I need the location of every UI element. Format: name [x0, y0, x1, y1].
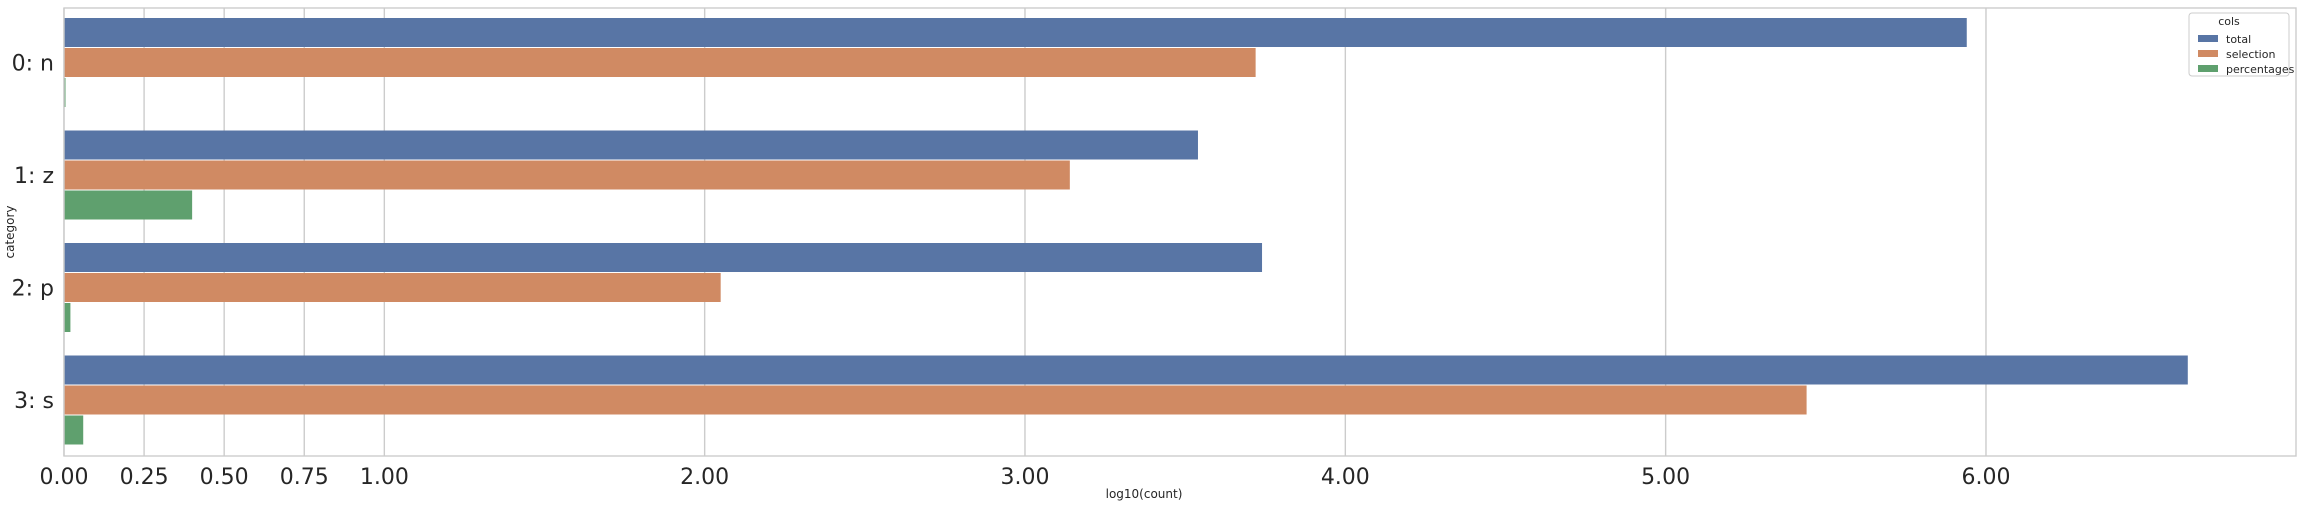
bar-selection-1	[64, 160, 1070, 190]
x-tick-label: 0.75	[280, 465, 329, 490]
legend-swatch-percentages	[2198, 65, 2218, 72]
bar-percentages-2	[64, 303, 71, 332]
x-tick-label: 6.00	[1961, 465, 2010, 490]
bar-selection-0	[64, 48, 1256, 77]
bar-selection-2	[64, 273, 721, 302]
bar-selection-3	[64, 385, 1807, 415]
legend-label-percentages: percentages	[2226, 63, 2295, 76]
y-tick-label: 0: n	[12, 52, 54, 77]
bar-percentages-0	[64, 78, 66, 107]
bar-total-2	[64, 243, 1263, 272]
x-axis-ticks: 0.00 0.25 0.50 0.75 1.00 2.00 3.00 4.00 5.00 6.00	[40, 465, 2011, 490]
x-tick-label: 0.50	[200, 465, 249, 490]
y-tick-label: 1: z	[14, 164, 54, 189]
x-tick-label: 5.00	[1641, 465, 1690, 490]
y-axis-label: category	[3, 205, 17, 258]
bars	[64, 18, 2188, 445]
x-tick-label: 3.00	[1000, 465, 1049, 490]
legend-title: cols	[2218, 15, 2240, 28]
y-tick-label: 3: s	[14, 389, 54, 414]
x-tick-label: 0.25	[120, 465, 169, 490]
x-axis-label: log10(count)	[1106, 487, 1183, 501]
bar-percentages-1	[64, 190, 193, 220]
x-tick-label: 4.00	[1321, 465, 1370, 490]
x-tick-label: 2.00	[680, 465, 729, 490]
x-tick-label: 1.00	[360, 465, 409, 490]
legend-label-selection: selection	[2226, 48, 2275, 61]
bar-total-3	[64, 355, 2188, 385]
bar-total-0	[64, 18, 1967, 47]
legend-label-total: total	[2226, 33, 2251, 46]
bar-percentages-3	[64, 415, 84, 445]
legend-items: total selection percentages	[2198, 33, 2295, 76]
y-axis-ticks: 0: n 1: z 2: p 3: s	[12, 52, 54, 415]
legend: cols total selection percentages	[2188, 12, 2295, 77]
x-tick-label: 0.00	[40, 465, 89, 490]
legend-box	[2188, 12, 2290, 77]
legend-swatch-selection	[2198, 50, 2218, 57]
legend-swatch-total	[2198, 35, 2218, 42]
y-tick-label: 2: p	[12, 277, 54, 302]
bar-total-1	[64, 130, 1198, 160]
plot-frame	[63, 7, 2297, 457]
